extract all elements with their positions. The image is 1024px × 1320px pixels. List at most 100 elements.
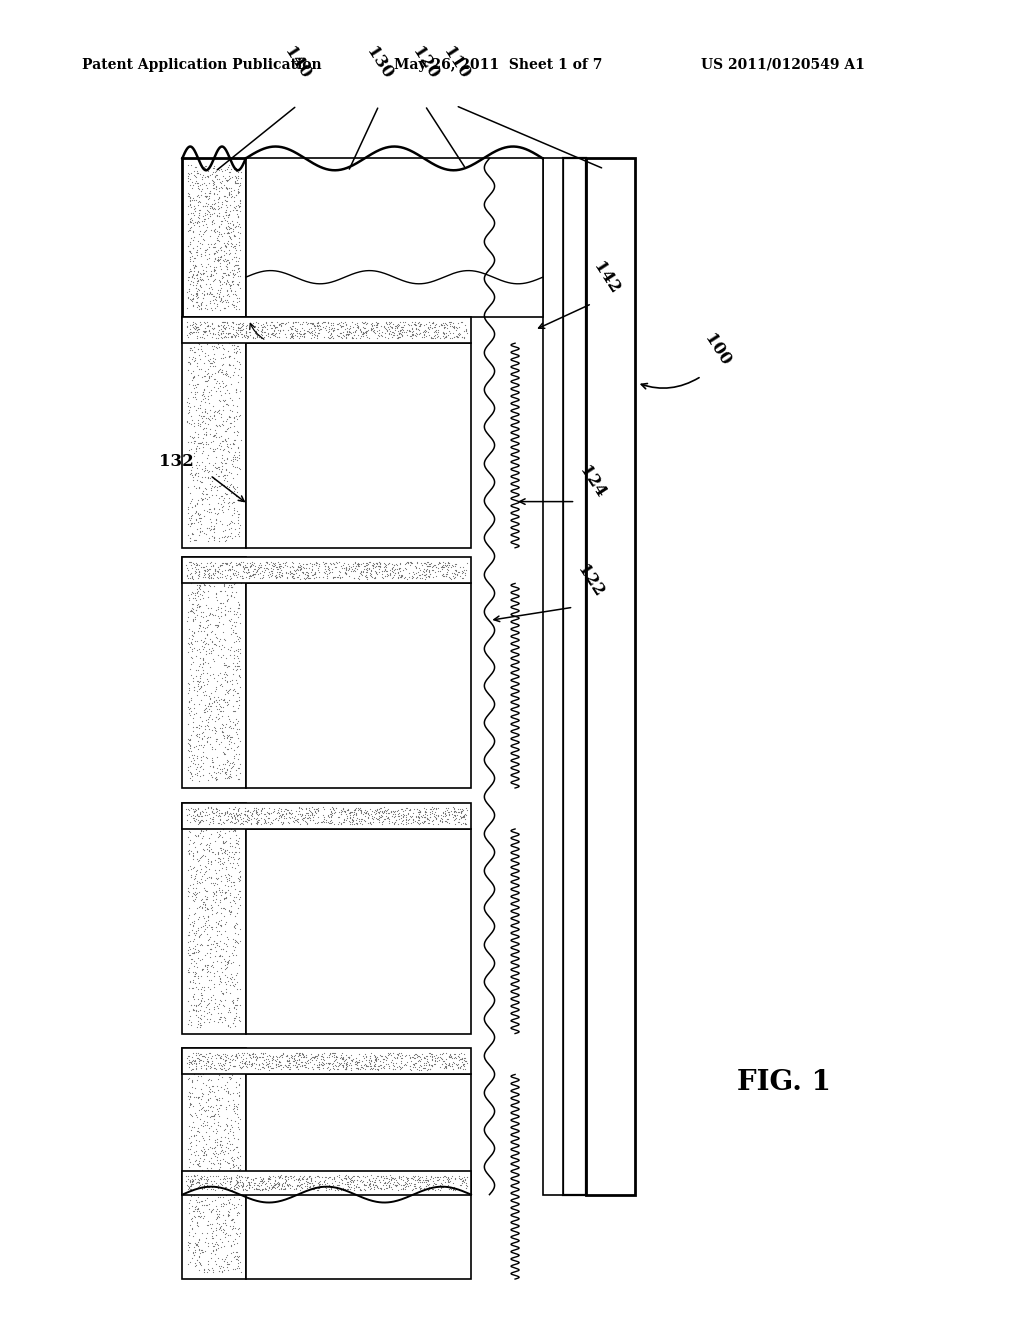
Point <box>412 1175 428 1196</box>
Point <box>344 809 360 830</box>
Point <box>447 800 464 821</box>
Point <box>372 1044 388 1065</box>
Point <box>284 562 300 583</box>
Point <box>359 561 376 582</box>
Point <box>227 824 244 845</box>
Point <box>350 808 367 829</box>
Point <box>225 499 242 520</box>
Point <box>412 314 428 335</box>
Point <box>186 260 203 281</box>
Point <box>208 1220 224 1241</box>
Point <box>390 799 407 820</box>
Point <box>243 1168 259 1189</box>
Point <box>221 161 238 182</box>
Point <box>225 1156 242 1177</box>
Point <box>227 195 244 216</box>
Point <box>183 1061 200 1082</box>
Point <box>324 1168 340 1189</box>
Point <box>180 401 197 422</box>
Point <box>231 197 248 218</box>
Point <box>418 560 434 581</box>
Point <box>209 1076 225 1097</box>
Point <box>223 836 240 857</box>
Point <box>185 275 202 296</box>
Point <box>264 562 281 583</box>
Point <box>224 312 241 333</box>
Point <box>222 597 239 618</box>
Point <box>411 557 427 578</box>
Point <box>210 598 226 619</box>
Point <box>181 572 198 593</box>
Point <box>219 483 236 504</box>
Point <box>374 322 390 343</box>
Point <box>188 841 205 862</box>
Point <box>377 326 393 347</box>
Point <box>204 603 220 624</box>
Point <box>266 809 283 830</box>
Point <box>182 995 199 1016</box>
Point <box>185 248 202 269</box>
Point <box>201 560 217 581</box>
Point <box>211 1097 227 1118</box>
Point <box>188 235 205 256</box>
Point <box>210 998 226 1019</box>
Point <box>214 194 230 215</box>
Point <box>350 1044 367 1065</box>
Point <box>217 913 233 935</box>
Point <box>218 285 234 306</box>
Point <box>188 399 205 420</box>
Point <box>214 354 230 375</box>
Point <box>214 713 230 734</box>
Point <box>185 603 202 624</box>
Point <box>229 220 246 242</box>
Point <box>388 1056 404 1077</box>
Point <box>185 322 202 343</box>
Point <box>191 395 208 416</box>
Point <box>221 804 238 825</box>
Point <box>304 803 321 824</box>
Point <box>180 347 197 368</box>
Point <box>413 1051 429 1072</box>
Point <box>186 942 203 964</box>
Point <box>186 676 203 697</box>
Point <box>220 224 237 246</box>
Point <box>205 430 221 451</box>
Point <box>204 1106 220 1127</box>
Point <box>210 762 226 783</box>
Point <box>385 804 401 825</box>
Point <box>189 994 206 1015</box>
Point <box>222 1175 239 1196</box>
Point <box>222 618 239 639</box>
Point <box>198 185 214 206</box>
Point <box>211 1261 227 1282</box>
Point <box>223 222 240 243</box>
Point <box>214 396 230 417</box>
Point <box>298 566 314 587</box>
Point <box>335 799 351 820</box>
Point <box>385 1173 401 1195</box>
Point <box>207 1140 223 1162</box>
Point <box>279 803 295 824</box>
Point <box>437 810 454 832</box>
Point <box>212 1168 228 1189</box>
Point <box>212 256 228 277</box>
Point <box>209 921 225 942</box>
Point <box>207 420 223 441</box>
Point <box>285 323 301 345</box>
Point <box>210 360 226 381</box>
Point <box>197 424 213 445</box>
Point <box>387 1175 403 1196</box>
Point <box>228 335 245 356</box>
Point <box>190 1232 207 1253</box>
Point <box>293 558 309 579</box>
Point <box>412 801 428 822</box>
Point <box>310 1167 327 1188</box>
Point <box>326 1168 342 1189</box>
Point <box>213 323 229 345</box>
Point <box>307 1167 324 1188</box>
Point <box>227 284 244 305</box>
Point <box>223 636 240 657</box>
Point <box>362 1045 379 1067</box>
Point <box>443 315 460 337</box>
Point <box>265 1175 282 1196</box>
